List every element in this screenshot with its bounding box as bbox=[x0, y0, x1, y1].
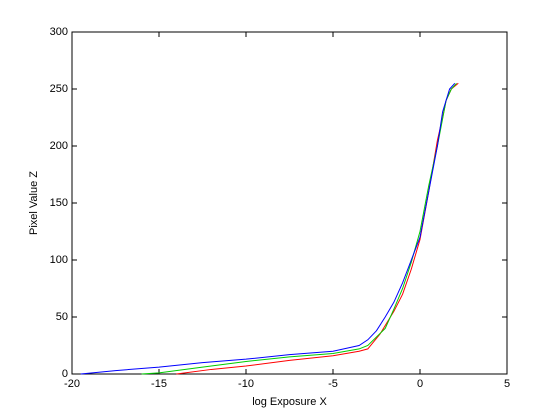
y-tick-label: 200 bbox=[50, 140, 68, 152]
y-tick-label: 250 bbox=[50, 83, 68, 95]
x-tick-label: 0 bbox=[417, 378, 423, 390]
x-tick-label: -20 bbox=[64, 378, 80, 390]
plot-box bbox=[71, 31, 508, 375]
x-tick-label: -10 bbox=[238, 378, 254, 390]
y-tick-label: 50 bbox=[56, 311, 68, 323]
y-tick-label: 150 bbox=[50, 197, 68, 209]
line-series bbox=[80, 82, 456, 375]
y-tick-label: 100 bbox=[50, 254, 68, 266]
y-tick-label: 300 bbox=[50, 26, 68, 38]
x-tick-label: 5 bbox=[504, 378, 510, 390]
y-tick-label: 0 bbox=[62, 368, 68, 380]
x-tick-label: -5 bbox=[328, 378, 338, 390]
x-tick-label: -15 bbox=[151, 378, 167, 390]
y-axis-label: Pixel Value Z bbox=[28, 171, 40, 235]
x-axis-label: log Exposure X bbox=[252, 396, 327, 408]
